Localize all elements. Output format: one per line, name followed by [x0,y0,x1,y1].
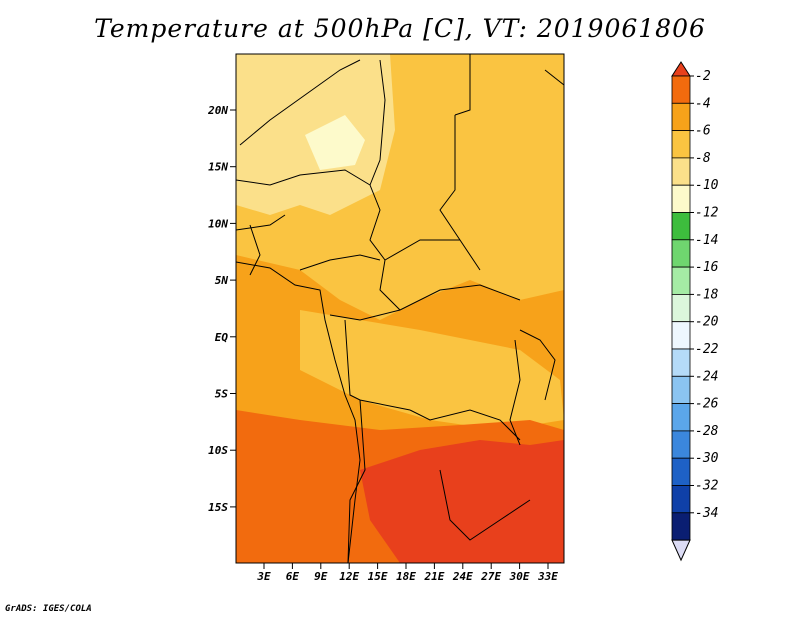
colorbar-label: -24 [695,369,718,384]
lat-tick-label: 10N [208,217,228,230]
lat-tick-label: 5N [215,274,229,287]
lon-tick-label: 15E [368,570,388,583]
colorbar-label: -14 [695,233,718,248]
colorbar-segment [671,512,691,541]
longitude-axis: 3E 6E 9E 12E 15E 18E 21E 24E 27E 30E 33E [256,563,558,583]
colorbar-label: -26 [695,397,719,412]
colorbar-segment [671,403,691,432]
temperature-field [236,54,564,563]
lon-tick-label: 18E [396,570,416,583]
lon-tick-label: 33E [537,570,558,583]
latitude-axis: 20N 15N 10N 5N EQ 5S 10S 15S [207,104,236,514]
colorbar-segment [671,239,691,268]
colorbar-label: -8 [695,151,711,166]
colorbar-label: -22 [695,342,719,357]
colorbar-segment [671,321,691,350]
colorbar-label: -34 [695,506,718,521]
colorbar-segment [671,457,691,486]
lon-tick-label: 6E [286,570,300,583]
colorbar-label: -28 [695,424,719,439]
colorbar-label: -20 [695,315,719,330]
field-band-6to8-central [300,310,564,430]
lon-tick-label: 27E [480,570,501,583]
colorbar-bottom-arrow [671,539,691,562]
lon-tick-label: 9E [314,570,328,583]
colorbar-label: -12 [695,206,719,221]
colorbar-label: -2 [695,69,711,84]
colorbar-label: -6 [695,124,711,139]
lat-tick-label: 15N [208,161,228,174]
lon-tick-label: 30E [509,570,530,583]
lat-tick-label: 10S [208,444,228,457]
field-band-2to4 [360,440,564,563]
colorbar-segment [671,130,691,159]
colorbar-label: -32 [695,479,719,494]
lat-tick-label: 5S [215,388,229,401]
lon-tick-label: 21E [423,570,444,583]
field-band-10to12 [305,115,365,170]
colorbar-label: -30 [695,451,719,466]
colorbar-segment [671,293,691,323]
map-frame [235,53,565,564]
credit-text: GrADS: IGES/COLA [5,604,92,614]
colorbar-label: -18 [695,287,719,302]
colorbar-segment [671,348,691,377]
lat-tick-label: 20N [207,104,228,117]
colorbar-segment [671,102,691,132]
chart-title: Temperature at 500hPa [C], VT: 201906180… [94,14,706,43]
colorbar-segment [671,212,691,241]
colorbar-label: -16 [695,260,719,275]
colorbar-segment [671,75,691,104]
colorbar-label: -10 [695,178,719,193]
lat-tick-label: 15S [208,501,228,514]
lon-tick-label: 24E [452,570,473,583]
colorbar-top-arrow [671,61,691,77]
colorbar-segment [671,375,691,404]
colorbar-segment [671,266,691,295]
colorbar-segment [671,485,691,514]
colorbar-segment [671,184,691,213]
coastline [236,261,521,563]
country-borders [236,54,564,563]
colorbar: -2 -4 -6 -8 -10 -12 -14 -16 -18 -20 -22 -24 -26 -28 -3… [671,61,719,562]
lon-tick-label: 3E [256,570,271,583]
colorbar-label: -4 [695,96,711,111]
colorbar-segment [671,430,691,459]
lat-tick-label: EQ [215,331,229,344]
colorbar-segment [671,157,691,186]
lon-tick-label: 12E [339,570,359,583]
